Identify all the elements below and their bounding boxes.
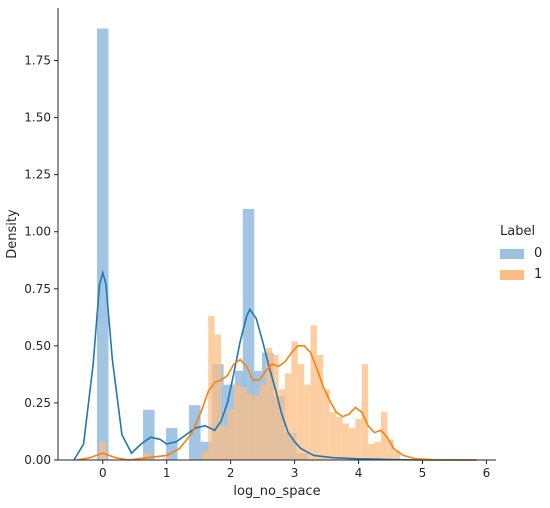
- x-tick-label-6: 6: [483, 466, 491, 480]
- hist-bar-series-1-31: [380, 412, 388, 460]
- x-tick-label-2: 2: [227, 466, 235, 480]
- legend-swatch-0: [500, 248, 524, 259]
- hist-bar-series-1-20: [310, 325, 317, 460]
- hist-bar-series-0-3: [189, 405, 201, 460]
- y-tick-label-6: 1.50: [24, 111, 51, 125]
- x-axis-label: log_no_space: [233, 484, 320, 499]
- x-tick-label-5: 5: [419, 466, 427, 480]
- hist-bar-series-1-5: [214, 334, 222, 460]
- hist-bar-series-1-8: [233, 384, 241, 460]
- x-tick-label-1: 1: [163, 466, 171, 480]
- hist-bar-series-1-16: [284, 373, 292, 460]
- y-tick-label-3: 0.75: [24, 282, 51, 296]
- hist-bar-series-1-11: [253, 396, 260, 460]
- hist-bar-series-1-18: [297, 364, 305, 460]
- y-axis-label: Density: [5, 209, 20, 259]
- hist-bar-series-1-23: [329, 412, 337, 460]
- hist-bar-series-1-33: [393, 450, 401, 460]
- y-tick-label-7: 1.75: [24, 54, 51, 68]
- kde-line-series-1: [77, 345, 477, 461]
- hist-bar-series-1-10: [246, 393, 254, 460]
- hist-bar-series-1-0: [99, 441, 106, 460]
- y-tick-label-2: 0.50: [24, 339, 51, 353]
- hist-bar-series-1-2: [163, 457, 170, 460]
- y-tick-label-1: 0.25: [24, 396, 51, 410]
- hist-bar-series-0-8: [242, 208, 255, 460]
- hist-bar-series-1-3: [201, 450, 209, 460]
- legend-label-1: 1: [534, 267, 543, 282]
- hist-bar-series-1-14: [272, 354, 279, 460]
- hist-bar-series-0-2: [166, 428, 178, 460]
- legend-item-0: 0: [500, 243, 542, 264]
- hist-bar-series-1-32: [387, 439, 394, 460]
- legend-swatch-1: [500, 269, 524, 280]
- hist-bar-series-1-21: [316, 354, 324, 460]
- hist-bar-series-1-9: [240, 386, 247, 460]
- legend-item-1: 1: [500, 264, 542, 285]
- hist-bar-series-1-22: [323, 389, 330, 460]
- x-tick-label-3: 3: [291, 466, 299, 480]
- y-tick-label-0: 0.00: [24, 453, 51, 467]
- hist-bar-series-1-6: [221, 425, 228, 460]
- hist-bar-series-1-30: [374, 441, 381, 460]
- hist-bar-series-1-29: [368, 444, 375, 460]
- hist-bar-series-0-1: [143, 409, 155, 460]
- hist-bar-series-1-19: [304, 384, 311, 460]
- hist-bar-series-1-12: [259, 384, 266, 460]
- hist-bar-series-1-28: [361, 364, 369, 460]
- hist-bar-series-1-24: [336, 416, 343, 460]
- hist-bar-series-0-0: [97, 28, 109, 461]
- hist-bar-series-1-25: [342, 423, 349, 460]
- hist-bar-series-1-15: [278, 389, 285, 460]
- kde-line-series-0: [73, 269, 477, 461]
- legend-title: Label: [500, 224, 536, 239]
- hist-bar-series-1-13: [265, 348, 273, 460]
- y-tick-label-5: 1.25: [24, 168, 51, 182]
- hist-bar-series-1-27: [355, 418, 362, 460]
- hist-bar-series-1-17: [291, 341, 298, 460]
- legend-label-0: 0: [534, 246, 543, 261]
- hist-bar-series-1-26: [348, 428, 356, 460]
- hist-bar-series-1-1: [144, 453, 151, 460]
- hist-bar-series-1-7: [227, 409, 234, 460]
- y-tick-label-4: 1.00: [24, 225, 51, 239]
- x-tick-label-4: 4: [355, 466, 363, 480]
- legend: Label 0 1: [500, 224, 542, 285]
- x-tick-label-0: 0: [99, 466, 107, 480]
